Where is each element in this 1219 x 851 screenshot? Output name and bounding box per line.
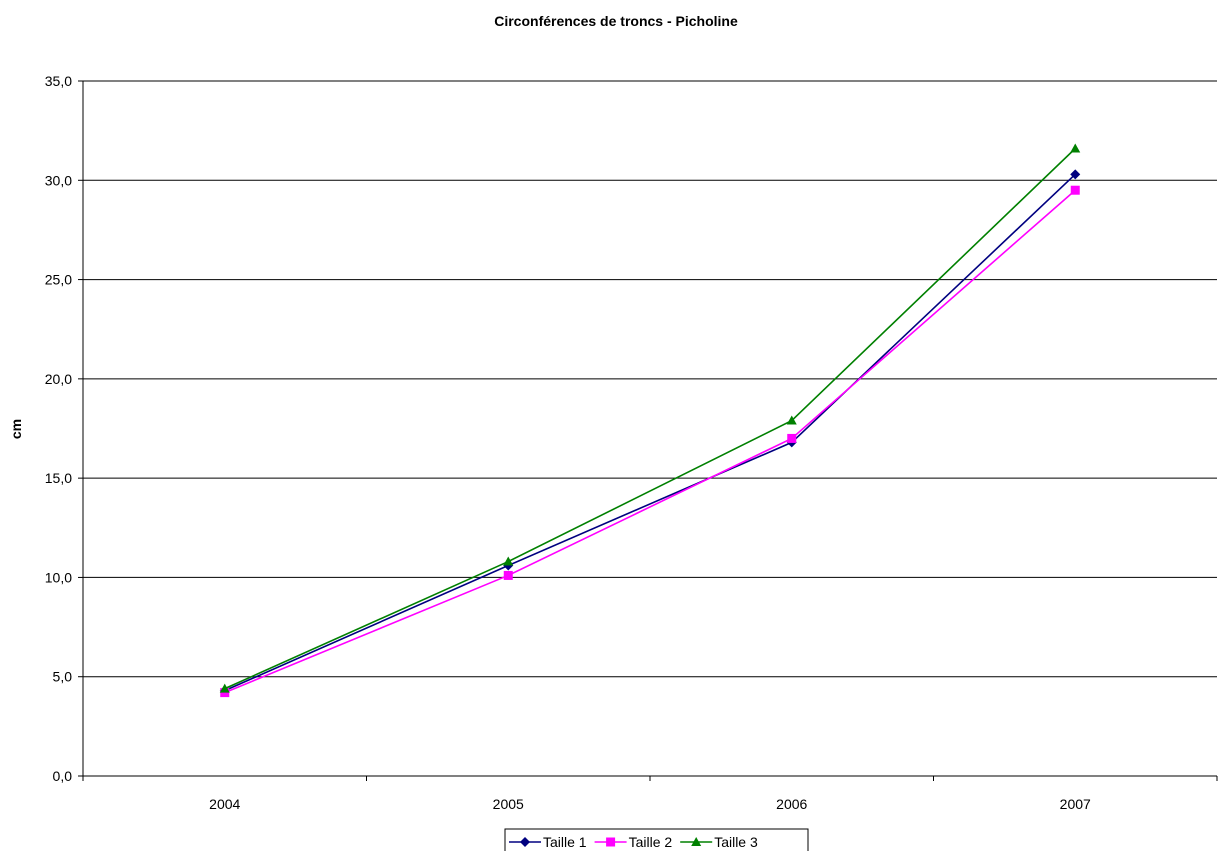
y-tick-label: 30,0 bbox=[45, 172, 72, 188]
legend-item: Taille 3 bbox=[680, 834, 758, 850]
x-tick-label: 2004 bbox=[209, 796, 240, 812]
legend-label: Taille 3 bbox=[714, 834, 758, 850]
data-point bbox=[1070, 169, 1081, 180]
legend-item: Taille 2 bbox=[594, 834, 673, 850]
x-tick-label: 2007 bbox=[1060, 796, 1091, 812]
series-1 bbox=[219, 169, 1081, 696]
series-line bbox=[224, 147, 1076, 690]
gridlines bbox=[83, 80, 1217, 678]
axes bbox=[82, 81, 1217, 777]
y-axis-label: cm bbox=[8, 419, 24, 439]
data-point bbox=[1070, 185, 1080, 195]
y-tick-label: 35,0 bbox=[45, 73, 72, 89]
series-3 bbox=[219, 143, 1081, 693]
data-point bbox=[219, 683, 230, 693]
series-line bbox=[224, 173, 1076, 692]
x-tick-label: 2006 bbox=[776, 796, 807, 812]
y-tick-label: 15,0 bbox=[45, 470, 72, 486]
legend-marker bbox=[691, 837, 702, 846]
x-tick-label: 2005 bbox=[493, 796, 524, 812]
legend-marker bbox=[606, 837, 616, 847]
y-tick-label: 10,0 bbox=[45, 569, 72, 585]
data-point bbox=[1070, 143, 1081, 153]
legend-label: Taille 2 bbox=[629, 834, 673, 850]
y-tick-label: 0,0 bbox=[53, 768, 73, 784]
x-tick-labels: 2004 2005 2006 2007 bbox=[82, 776, 1218, 812]
legend: Taille 1 Taille 2 Taille 3 bbox=[504, 828, 809, 851]
y-tick-label: 25,0 bbox=[45, 272, 72, 288]
data-point bbox=[787, 433, 797, 443]
data-point bbox=[503, 556, 514, 566]
chart-title: Circonférences de troncs - Picholine bbox=[494, 13, 738, 29]
data-point bbox=[503, 570, 513, 580]
series-group bbox=[219, 143, 1081, 698]
y-tick-label: 20,0 bbox=[45, 371, 72, 387]
legend-box bbox=[504, 828, 809, 851]
y-tick-labels: 0,0 5,0 10,0 15,0 20,0 25,0 30,0 35,0 bbox=[45, 73, 83, 784]
legend-label: Taille 1 bbox=[543, 834, 587, 850]
legend-marker bbox=[520, 837, 530, 847]
series-line bbox=[224, 189, 1076, 694]
y-tick-label: 5,0 bbox=[53, 669, 73, 685]
series-2 bbox=[220, 185, 1080, 698]
legend-item: Taille 1 bbox=[509, 834, 587, 850]
data-point bbox=[786, 415, 797, 425]
